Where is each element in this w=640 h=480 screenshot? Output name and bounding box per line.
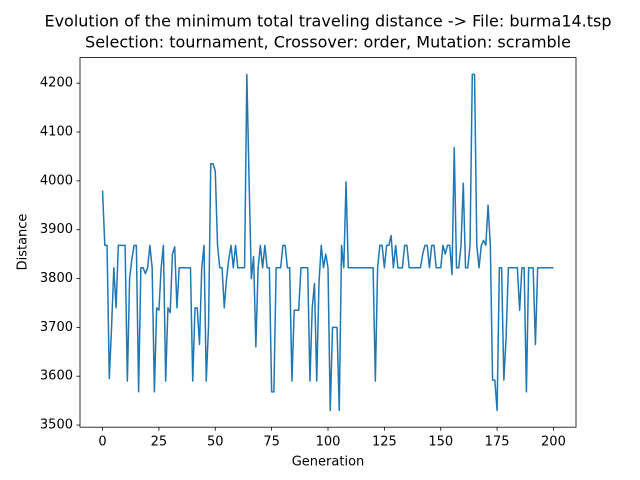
- plot-frame: [79, 57, 577, 428]
- x-tick-label: 75: [263, 435, 280, 450]
- y-tick-label: 3900: [40, 222, 73, 237]
- x-tick-label: 0: [98, 435, 106, 450]
- y-tick-label: 4100: [40, 125, 73, 140]
- x-tick-label: 125: [372, 435, 397, 450]
- y-tick-label: 3700: [40, 320, 73, 335]
- x-tick-label: 150: [428, 435, 453, 450]
- y-tick-label: 4200: [40, 76, 73, 91]
- x-tick-label: 175: [485, 435, 510, 450]
- x-axis-label: Generation: [292, 455, 365, 470]
- x-tick-label: 50: [207, 435, 224, 450]
- y-tick-label: 3800: [40, 271, 73, 286]
- y-tick-label: 4000: [40, 173, 73, 188]
- x-tick-label: 100: [316, 435, 341, 450]
- x-tick-label: 25: [151, 435, 168, 450]
- data-line: [101, 73, 554, 412]
- y-tick-label: 3500: [40, 418, 73, 433]
- chart-title: Evolution of the minimum total traveling…: [44, 12, 611, 31]
- y-axis-label: Distance: [16, 214, 31, 271]
- y-tick-label: 3600: [40, 369, 73, 384]
- x-tick-label: 200: [541, 435, 566, 450]
- chart-subtitle: Selection: tournament, Crossover: order,…: [85, 33, 571, 52]
